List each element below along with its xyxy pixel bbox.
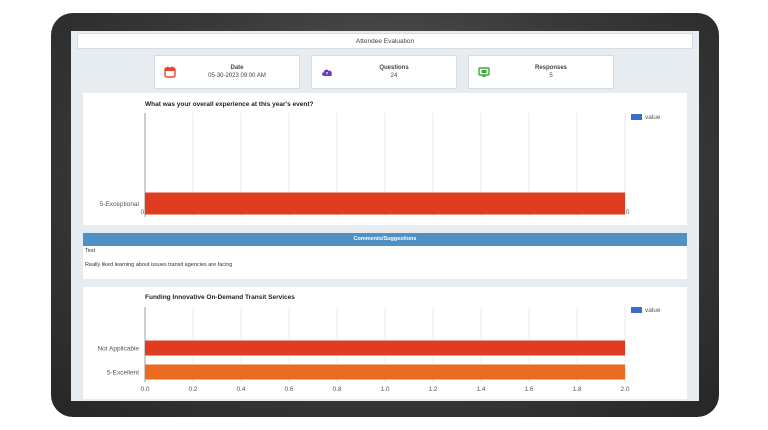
x-tick-label: 1.4: [476, 386, 485, 393]
question-cloud-icon: ?: [322, 69, 332, 76]
category-label: 5-Excellent: [107, 369, 139, 376]
comment-item: Test: [85, 248, 96, 254]
questions-card: ? Questions 24: [311, 55, 457, 89]
questions-value: 24: [390, 73, 398, 79]
x-tick-label: 0.0: [140, 386, 149, 393]
legend-swatch: [631, 114, 642, 120]
category-label: Not Applicable: [97, 345, 139, 352]
x-tick-label: 2.0: [620, 386, 629, 393]
legend-swatch: [631, 307, 642, 313]
comments-header: Comments/Suggestions: [83, 233, 687, 246]
legend-label: value: [645, 307, 661, 314]
date-card: Date 05-30-2023 09:00 AM: [154, 55, 300, 89]
screen: Attendee Evaluation Date 05-30-2023 09:0…: [71, 31, 699, 401]
responses-value: 5: [549, 73, 553, 79]
chart-panel-2: Funding Innovative On-Demand Transit Ser…: [83, 287, 687, 399]
bar: [145, 364, 625, 380]
x-tick-label: 1.2: [428, 386, 437, 393]
category-label: 5-Exceptional: [100, 201, 140, 208]
legend-label: value: [645, 114, 661, 121]
chart-title: What was your overall experience at this…: [145, 101, 313, 108]
svg-text:?: ?: [326, 71, 329, 76]
x-tick-label: 0.2: [188, 386, 197, 393]
chart-title: Funding Innovative On-Demand Transit Ser…: [145, 294, 295, 301]
x-tick-label: 5.0: [620, 209, 629, 216]
x-tick-label: 0.8: [332, 386, 341, 393]
page-title: Attendee Evaluation: [77, 33, 693, 49]
date-label: Date: [230, 65, 244, 71]
responses-card: Responses 5: [468, 55, 614, 89]
x-tick-label: 1.0: [380, 386, 389, 393]
bar: [145, 340, 625, 356]
tablet-frame: Attendee Evaluation Date 05-30-2023 09:0…: [51, 13, 719, 417]
x-tick-label: 0.6: [284, 386, 293, 393]
responses-label: Responses: [534, 65, 567, 71]
overall-experience-chart: What was your overall experience at this…: [100, 101, 661, 217]
x-tick-label: 1.8: [572, 386, 581, 393]
x-tick-label: 0.4: [236, 386, 245, 393]
comments-panel: Comments/Suggestions Test Really liked l…: [83, 233, 687, 279]
calendar-icon: [164, 66, 176, 78]
chart-panel-1: What was your overall experience at this…: [83, 93, 687, 225]
funding-transit-chart: Funding Innovative On-Demand Transit Ser…: [97, 294, 661, 393]
x-tick-label: 1.6: [524, 386, 533, 393]
comment-item: Really liked learning about issues trans…: [85, 262, 233, 268]
questions-label: Questions: [379, 65, 409, 71]
bar: [145, 192, 625, 215]
date-value: 05-30-2023 09:00 AM: [208, 73, 266, 79]
monitor-icon: [478, 67, 490, 77]
